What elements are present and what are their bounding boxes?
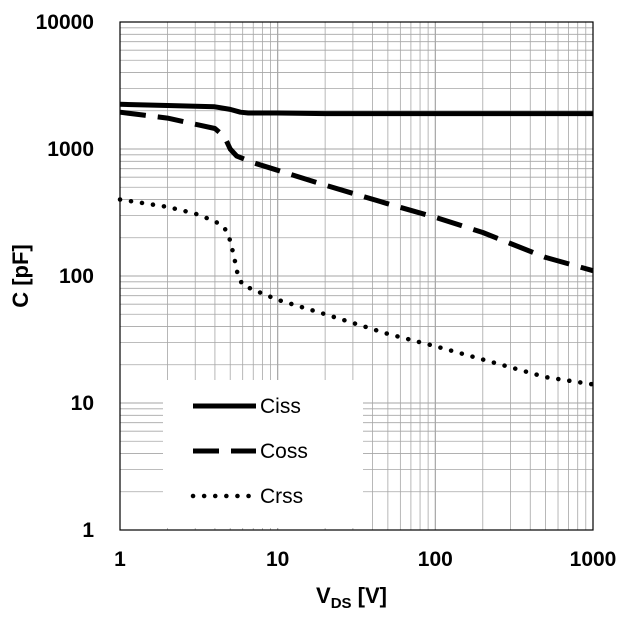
x-tick-label: 1000: [570, 548, 617, 571]
y-axis-ticks: 1 10 100 1000 10000: [36, 11, 95, 542]
series-line-coss: [119, 109, 594, 274]
legend: Ciss Coss Crss: [163, 380, 363, 528]
x-axis-title-main: V: [316, 583, 331, 608]
series-line-ciss: [119, 101, 593, 117]
legend-label-ciss: Ciss: [260, 395, 301, 418]
x-tick-label: 1: [114, 548, 126, 571]
y-tick-label: 10000: [36, 11, 94, 34]
x-axis-title-sub: DS: [331, 595, 352, 612]
series-lines: [117, 101, 596, 387]
y-tick-label: 1: [82, 519, 94, 542]
y-tick-label: 100: [59, 265, 94, 288]
x-tick-label: 100: [418, 548, 453, 571]
legend-label-crss: Crss: [260, 485, 303, 508]
series-line-crss: [117, 197, 596, 387]
x-axis-title-unit: [V]: [352, 583, 387, 608]
x-axis-title: VDS [V]: [316, 583, 387, 612]
x-axis-ticks: 1 10 100 1000: [114, 548, 616, 571]
legend-label-coss: Coss: [260, 440, 308, 463]
y-tick-label: 1000: [47, 138, 94, 161]
y-axis-title: C [pF]: [8, 244, 33, 308]
y-tick-label: 10: [71, 392, 94, 415]
legend-items: Ciss Coss Crss: [190, 395, 308, 508]
x-tick-label: 10: [266, 548, 289, 571]
plot-frame: [119, 21, 594, 531]
